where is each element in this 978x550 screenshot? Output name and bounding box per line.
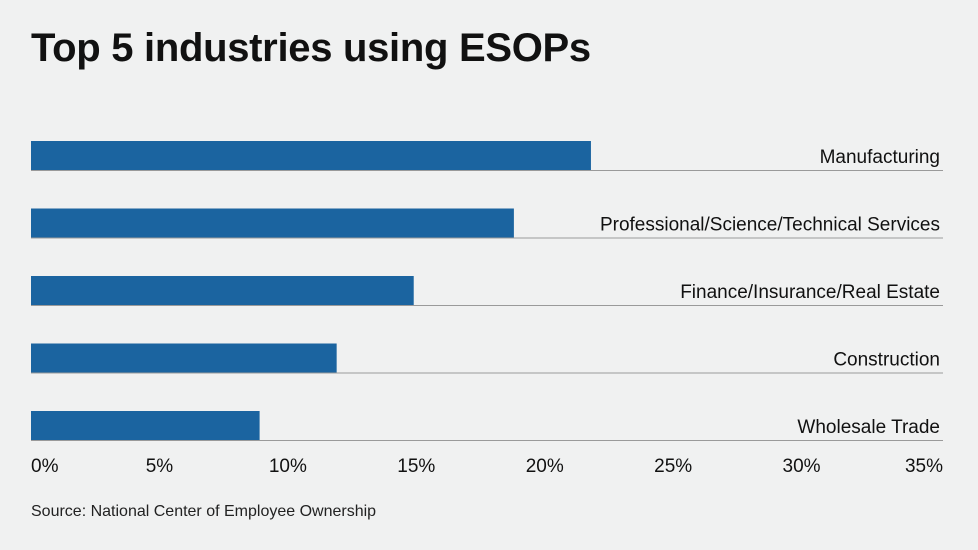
bar-1: [31, 141, 591, 170]
x-tick-label-6: 25%: [654, 456, 692, 477]
x-tick-label-4: 15%: [397, 456, 435, 477]
bar-5: [31, 411, 260, 440]
bar-4: [31, 343, 337, 373]
category-label-2: Professional/Science/Technical Services: [600, 215, 940, 236]
x-tick-label-7: 30%: [783, 456, 821, 477]
source-note: Source: National Center of Employee Owne…: [31, 503, 377, 520]
category-label-4: Construction: [833, 350, 940, 371]
bar-3: [31, 276, 414, 305]
bar-2: [31, 208, 514, 238]
category-label-1: Manufacturing: [820, 147, 940, 168]
chart-title: Top 5 industries using ESOPs: [31, 26, 591, 70]
x-axis-ticks: 0% 5% 10% 15% 20% 25% 30% 35%: [31, 456, 943, 477]
x-tick-label-8: 35%: [905, 456, 943, 477]
x-tick-label-5: 20%: [526, 456, 564, 477]
x-tick-label-1: 0%: [31, 456, 59, 477]
category-label-5: Wholesale Trade: [797, 417, 940, 438]
bars-layer: Manufacturing Professional/Science/Techni…: [31, 141, 943, 441]
x-tick-label-2: 5%: [146, 456, 174, 477]
category-label-3: Finance/Insurance/Real Estate: [680, 282, 940, 303]
x-tick-label-3: 10%: [269, 456, 307, 477]
